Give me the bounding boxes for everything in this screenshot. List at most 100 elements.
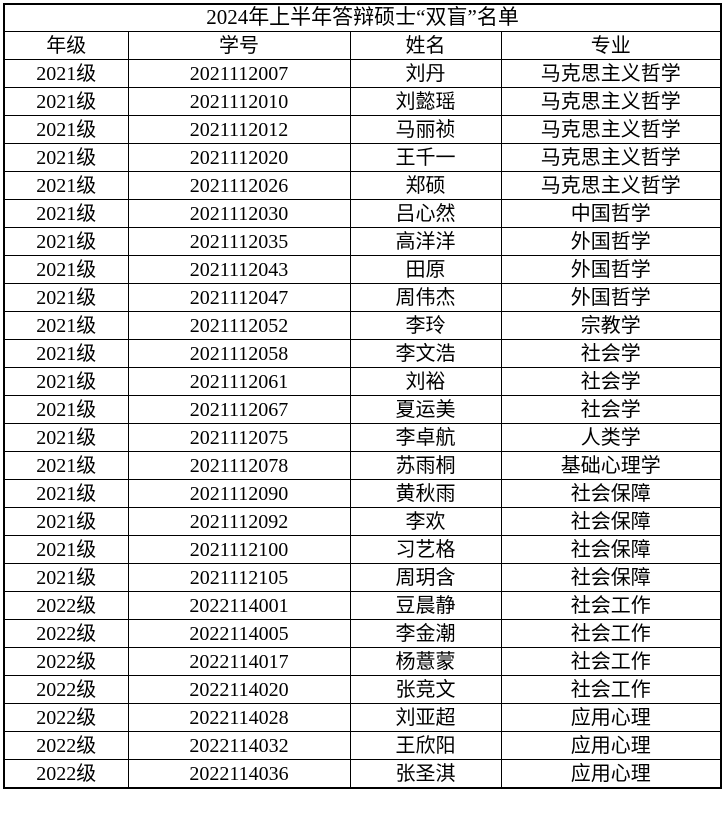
header-row: 年级 学号 姓名 专业 [3, 31, 722, 60]
table-row: 2022级 2022114032 王欣阳 应用心理 [3, 731, 722, 760]
grade-cell: 2021级 [3, 507, 129, 536]
major-cell: 外国哲学 [500, 283, 722, 312]
student-id-cell: 2021112075 [127, 423, 351, 452]
student-id-cell: 2021112090 [127, 479, 351, 508]
name-cell: 吕心然 [349, 199, 502, 228]
table-row: 2021级 2021112020 王千一 马克思主义哲学 [3, 143, 722, 172]
student-id-cell: 2021112026 [127, 171, 351, 200]
student-id-cell: 2021112078 [127, 451, 351, 480]
table-row: 2021级 2021112043 田原 外国哲学 [3, 255, 722, 284]
student-id-cell: 2021112052 [127, 311, 351, 340]
table-row: 2021级 2021112026 郑硕 马克思主义哲学 [3, 171, 722, 200]
student-id-cell: 2022114036 [127, 759, 351, 789]
grade-cell: 2022级 [3, 731, 129, 760]
major-cell: 社会保障 [500, 535, 722, 564]
name-cell: 苏雨桐 [349, 451, 502, 480]
title-row: 2024年上半年答辩硕士“双盲”名单 [3, 3, 722, 32]
grade-cell: 2021级 [3, 255, 129, 284]
name-cell: 李玲 [349, 311, 502, 340]
major-cell: 马克思主义哲学 [500, 59, 722, 88]
table-row: 2021级 2021112010 刘懿瑶 马克思主义哲学 [3, 87, 722, 116]
name-cell: 李金潮 [349, 619, 502, 648]
name-cell: 黄秋雨 [349, 479, 502, 508]
grade-cell: 2021级 [3, 423, 129, 452]
major-cell: 社会学 [500, 395, 722, 424]
grade-cell: 2021级 [3, 59, 129, 88]
table-row: 2021级 2021112105 周玥含 社会保障 [3, 563, 722, 592]
name-cell: 刘懿瑶 [349, 87, 502, 116]
grade-cell: 2021级 [3, 367, 129, 396]
major-cell: 人类学 [500, 423, 722, 452]
name-cell: 李欢 [349, 507, 502, 536]
students-table: 2024年上半年答辩硕士“双盲”名单 年级 学号 姓名 专业 2021级 202… [3, 3, 723, 789]
grade-cell: 2021级 [3, 283, 129, 312]
name-cell: 马丽祯 [349, 115, 502, 144]
table-row: 2021级 2021112052 李玲 宗教学 [3, 311, 722, 340]
table-row: 2021级 2021112030 吕心然 中国哲学 [3, 199, 722, 228]
name-cell: 刘亚超 [349, 703, 502, 732]
student-id-cell: 2021112067 [127, 395, 351, 424]
student-id-cell: 2022114028 [127, 703, 351, 732]
major-cell: 社会保障 [500, 507, 722, 536]
major-cell: 社会学 [500, 367, 722, 396]
major-cell: 马克思主义哲学 [500, 143, 722, 172]
table-row: 2022级 2022114005 李金潮 社会工作 [3, 619, 722, 648]
student-id-cell: 2021112035 [127, 227, 351, 256]
name-cell: 豆晨静 [349, 591, 502, 620]
student-id-cell: 2021112020 [127, 143, 351, 172]
table-row: 2022级 2022114001 豆晨静 社会工作 [3, 591, 722, 620]
table-row: 2021级 2021112058 李文浩 社会学 [3, 339, 722, 368]
name-cell: 周伟杰 [349, 283, 502, 312]
table-row: 2021级 2021112075 李卓航 人类学 [3, 423, 722, 452]
column-header-name: 姓名 [349, 31, 502, 60]
grade-cell: 2021级 [3, 339, 129, 368]
table-body: 2021级 2021112007 刘丹 马克思主义哲学 2021级 202111… [3, 59, 722, 789]
name-cell: 刘裕 [349, 367, 502, 396]
grade-cell: 2021级 [3, 87, 129, 116]
table-row: 2021级 2021112067 夏运美 社会学 [3, 395, 722, 424]
major-cell: 应用心理 [500, 759, 722, 789]
name-cell: 王千一 [349, 143, 502, 172]
table-row: 2021级 2021112047 周伟杰 外国哲学 [3, 283, 722, 312]
student-id-cell: 2021112092 [127, 507, 351, 536]
name-cell: 张圣淇 [349, 759, 502, 789]
grade-cell: 2021级 [3, 563, 129, 592]
major-cell: 中国哲学 [500, 199, 722, 228]
name-cell: 李卓航 [349, 423, 502, 452]
grade-cell: 2021级 [3, 227, 129, 256]
table-row: 2022级 2022114036 张圣淇 应用心理 [3, 759, 722, 789]
table-row: 2021级 2021112092 李欢 社会保障 [3, 507, 722, 536]
major-cell: 马克思主义哲学 [500, 115, 722, 144]
student-id-cell: 2022114017 [127, 647, 351, 676]
major-cell: 马克思主义哲学 [500, 87, 722, 116]
major-cell: 社会保障 [500, 479, 722, 508]
major-cell: 宗教学 [500, 311, 722, 340]
name-cell: 高洋洋 [349, 227, 502, 256]
table-row: 2021级 2021112012 马丽祯 马克思主义哲学 [3, 115, 722, 144]
major-cell: 应用心理 [500, 731, 722, 760]
student-id-cell: 2021112030 [127, 199, 351, 228]
column-header-student-id: 学号 [127, 31, 351, 60]
major-cell: 社会工作 [500, 591, 722, 620]
table-row: 2021级 2021112035 高洋洋 外国哲学 [3, 227, 722, 256]
grade-cell: 2021级 [3, 535, 129, 564]
name-cell: 张竞文 [349, 675, 502, 704]
table-title: 2024年上半年答辩硕士“双盲”名单 [3, 3, 722, 32]
student-id-cell: 2022114005 [127, 619, 351, 648]
table-row: 2021级 2021112007 刘丹 马克思主义哲学 [3, 59, 722, 88]
table-row: 2021级 2021112078 苏雨桐 基础心理学 [3, 451, 722, 480]
name-cell: 王欣阳 [349, 731, 502, 760]
major-cell: 社会工作 [500, 619, 722, 648]
grade-cell: 2021级 [3, 479, 129, 508]
student-id-cell: 2021112058 [127, 339, 351, 368]
major-cell: 应用心理 [500, 703, 722, 732]
major-cell: 基础心理学 [500, 451, 722, 480]
grade-cell: 2022级 [3, 647, 129, 676]
major-cell: 外国哲学 [500, 227, 722, 256]
name-cell: 李文浩 [349, 339, 502, 368]
name-cell: 夏运美 [349, 395, 502, 424]
name-cell: 田原 [349, 255, 502, 284]
name-cell: 习艺格 [349, 535, 502, 564]
name-cell: 杨薏蒙 [349, 647, 502, 676]
